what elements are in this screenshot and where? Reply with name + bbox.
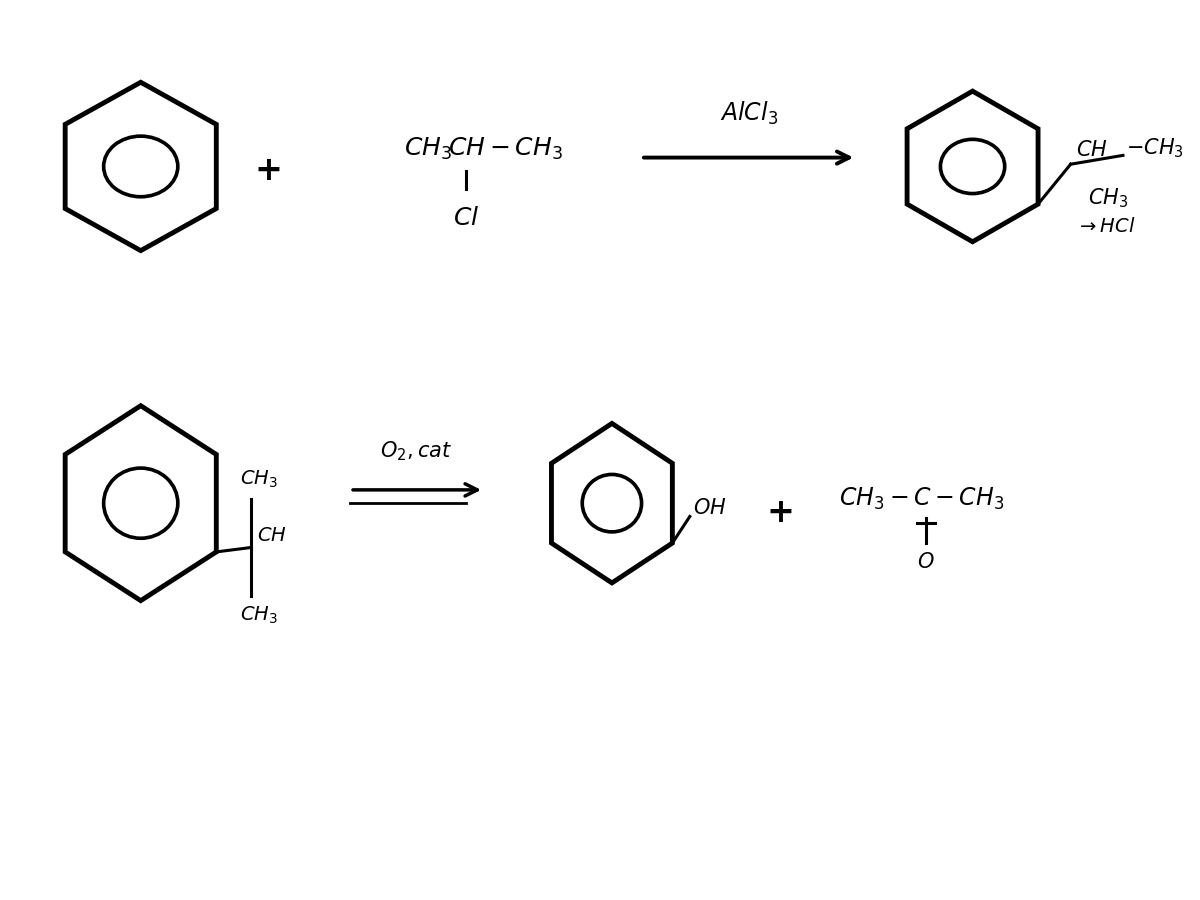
Text: $AlCl_3$: $AlCl_3$ bbox=[720, 99, 779, 127]
Text: $\rightarrow HCl$: $\rightarrow HCl$ bbox=[1076, 217, 1136, 236]
Text: $CH_3$: $CH_3$ bbox=[240, 469, 277, 490]
Text: +: + bbox=[767, 496, 794, 528]
Text: $O$: $O$ bbox=[917, 552, 935, 572]
Text: $CH$: $CH$ bbox=[1076, 140, 1108, 160]
Text: $-CH_3$: $-CH_3$ bbox=[1127, 137, 1184, 160]
Text: $OH$: $OH$ bbox=[694, 498, 727, 518]
Text: $Cl$: $Cl$ bbox=[454, 206, 480, 230]
Text: $CH_3$: $CH_3$ bbox=[240, 605, 277, 626]
Text: +: + bbox=[254, 155, 283, 187]
Text: $O_2, cat$: $O_2, cat$ bbox=[380, 440, 452, 464]
Text: $CH$: $CH$ bbox=[257, 526, 287, 544]
Text: $CH_3$: $CH_3$ bbox=[1088, 186, 1128, 210]
Text: $CH_3\!CH - CH_3$: $CH_3\!CH - CH_3$ bbox=[404, 136, 564, 162]
Text: $CH_3 - C - CH_3$: $CH_3 - C - CH_3$ bbox=[839, 486, 1004, 512]
